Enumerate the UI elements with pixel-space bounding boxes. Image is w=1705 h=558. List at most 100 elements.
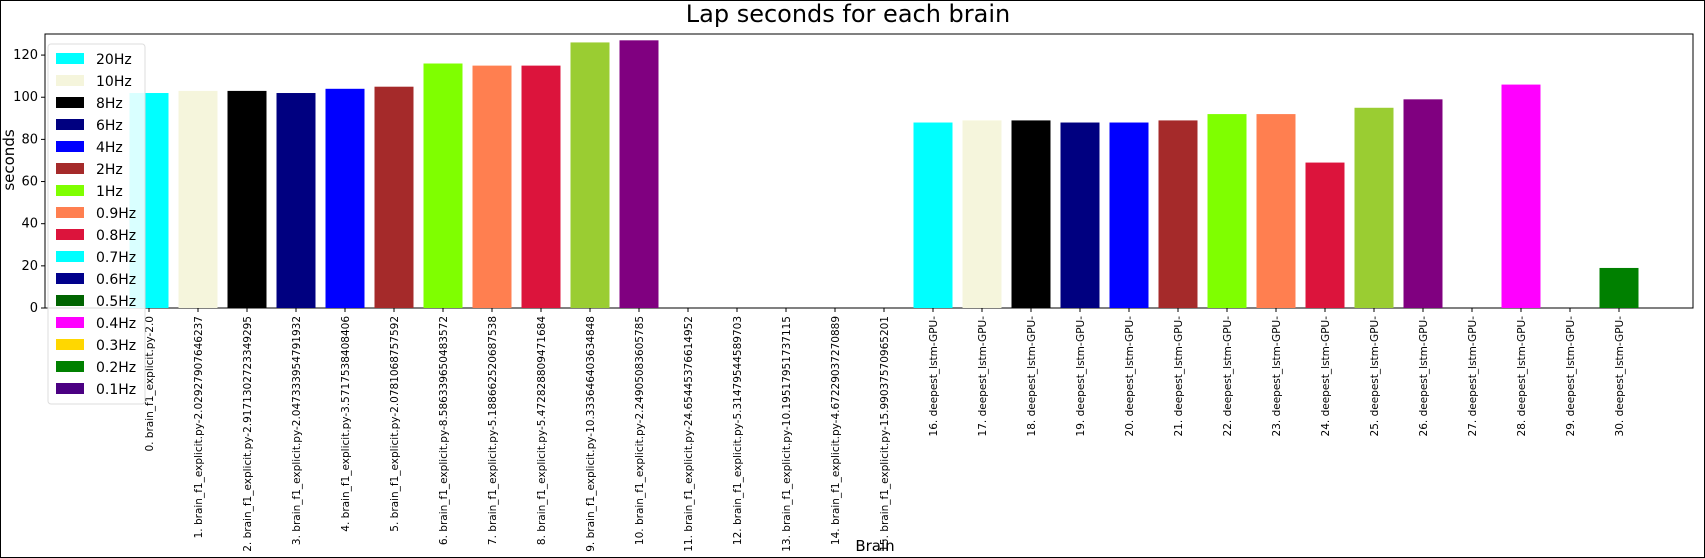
x-tick-label: 23. deepest_lstm-GPU- (1271, 316, 1283, 437)
x-tick-label: 19. deepest_lstm-GPU- (1075, 316, 1087, 437)
bar (374, 86, 414, 308)
legend-label: 0.7Hz (96, 250, 136, 266)
x-tick-label: 1. brain_f1_explicit.py-2.02927907646237 (193, 316, 205, 538)
y-axis-ticks: 0 20 40 60 80 100 120 (13, 48, 45, 316)
bar (1501, 84, 1541, 308)
legend-swatch (56, 295, 84, 306)
legend-swatch (56, 207, 84, 218)
legend-swatch (56, 163, 84, 174)
x-tick-label: 22. deepest_lstm-GPU- (1222, 316, 1234, 437)
legend-label: 0.2Hz (96, 360, 136, 376)
x-tick-label: 9. brain_f1_explicit.py-10.3336464036348… (585, 316, 597, 552)
legend-label: 6Hz (96, 118, 123, 134)
legend-label: 8Hz (96, 96, 123, 112)
x-tick-label: 28. deepest_lstm-GPU- (1516, 316, 1528, 437)
legend-label: 1Hz (96, 184, 123, 200)
x-tick-label: 14. brain_f1_explicit.py-4.6722903727088… (830, 316, 842, 545)
bar (962, 120, 1002, 309)
legend-swatch (56, 75, 84, 86)
x-tick-label: 4. brain_f1_explicit.py-3.5717538408406 (340, 316, 352, 532)
legend-label: 0.6Hz (96, 272, 136, 288)
bar (1599, 267, 1639, 308)
legend-swatch (56, 141, 84, 152)
x-tick-label: 27. deepest_lstm-GPU- (1467, 316, 1479, 437)
legend-label: 0.8Hz (96, 228, 136, 244)
legend-label: 0.5Hz (96, 294, 136, 310)
x-tick-label: 2. brain_f1_explicit.py-2.91713027233492… (242, 316, 254, 552)
x-tick-label: 25. deepest_lstm-GPU- (1369, 316, 1381, 437)
legend-swatch (56, 273, 84, 284)
bar (276, 93, 316, 308)
legend-box (47, 43, 146, 405)
x-tick-label: 3. brain_f1_explicit.py-2.04733395479193… (291, 316, 303, 545)
chart-title: Lap seconds for each brain (686, 0, 1011, 28)
y-tick-label: 20 (21, 259, 38, 274)
x-tick-label: 13. brain_f1_explicit.py-10.195179517371… (781, 316, 793, 552)
x-tick-label: 15. brain_f1_explicit.py-15.990375709652… (879, 316, 891, 552)
bar (227, 90, 267, 309)
bar (913, 122, 953, 309)
legend-label: 2Hz (96, 162, 123, 178)
legend-label: 0.1Hz (96, 382, 136, 398)
bar (1305, 162, 1345, 308)
y-tick-label: 120 (13, 48, 38, 63)
bar (619, 40, 659, 308)
plot-area-border (44, 33, 1694, 309)
legend-swatch (56, 383, 84, 394)
x-tick-label: 17. deepest_lstm-GPU- (977, 316, 989, 437)
x-tick-label: 7. brain_f1_explicit.py-5.18866252068753… (487, 316, 499, 545)
bar (325, 88, 365, 308)
x-tick-label: 30. deepest_lstm-GPU- (1614, 316, 1626, 437)
x-tick-label: 16. deepest_lstm-GPU- (928, 316, 940, 437)
bar (1060, 122, 1100, 309)
x-tick-label: 6. brain_f1_explicit.py-8.58633965048357… (438, 316, 450, 545)
legend-swatch (56, 53, 84, 64)
x-tick-label: 8. brain_f1_explicit.py-5.47282880947168… (536, 316, 548, 545)
x-tick-label: 5. brain_f1_explicit.py-2.0781068757592 (389, 316, 401, 532)
legend-label: 4Hz (96, 140, 123, 156)
x-axis-ticks: 0. brain_f1_explicit.py-2.0 1. brain_f1_e… (144, 308, 1626, 552)
y-tick-label: 40 (21, 217, 38, 232)
legend: 20Hz 10Hz 8Hz 6Hz 4Hz 2Hz 1Hz 0.9Hz 0.8Hz 0.7Hz 0.… (47, 43, 146, 405)
bar (1011, 120, 1051, 309)
bar (1403, 99, 1443, 308)
x-tick-label: 11. brain_f1_explicit.py-24.654453766149… (683, 316, 695, 552)
x-tick-label: 29. deepest_lstm-GPU- (1565, 316, 1577, 437)
x-tick-label: 24. deepest_lstm-GPU- (1320, 316, 1332, 437)
x-tick-label: 0. brain_f1_explicit.py-2.0 (144, 316, 156, 452)
plot-axes (44, 33, 1694, 309)
legend-swatch (56, 185, 84, 196)
y-tick-label: 60 (21, 175, 38, 190)
legend-label: 0.4Hz (96, 316, 136, 332)
bar (1354, 107, 1394, 309)
legend-swatch (56, 317, 84, 328)
legend-label: 10Hz (96, 74, 132, 90)
x-tick-label: 18. deepest_lstm-GPU- (1026, 316, 1038, 437)
legend-swatch (56, 251, 84, 262)
legend-label: 0.3Hz (96, 338, 136, 354)
bars-group (129, 40, 1639, 309)
x-tick-label: 26. deepest_lstm-GPU- (1418, 316, 1430, 437)
legend-label: 0.9Hz (96, 206, 136, 222)
bar (1158, 120, 1198, 309)
x-tick-label: 12. brain_f1_explicit.py-5.3147954458970… (732, 316, 744, 545)
bar (1109, 122, 1149, 309)
y-axis-label: seconds (0, 129, 18, 190)
legend-label: 20Hz (96, 52, 132, 68)
legend-swatch (56, 97, 84, 108)
bar (1207, 114, 1247, 308)
x-tick-label: 10. brain_f1_explicit.py-2.2490508360578… (634, 316, 646, 545)
x-tick-label: 21. deepest_lstm-GPU- (1173, 316, 1185, 437)
y-tick-label: 100 (13, 90, 38, 105)
bar (521, 65, 561, 308)
x-tick-label: 20. deepest_lstm-GPU- (1124, 316, 1136, 437)
bar (178, 90, 218, 309)
bar (472, 65, 512, 308)
x-axis-label: Brain (855, 537, 894, 555)
y-tick-label: 80 (21, 132, 38, 147)
bar (1256, 114, 1296, 308)
bar (570, 42, 610, 308)
legend-swatch (56, 339, 84, 350)
legend-swatch (56, 229, 84, 240)
